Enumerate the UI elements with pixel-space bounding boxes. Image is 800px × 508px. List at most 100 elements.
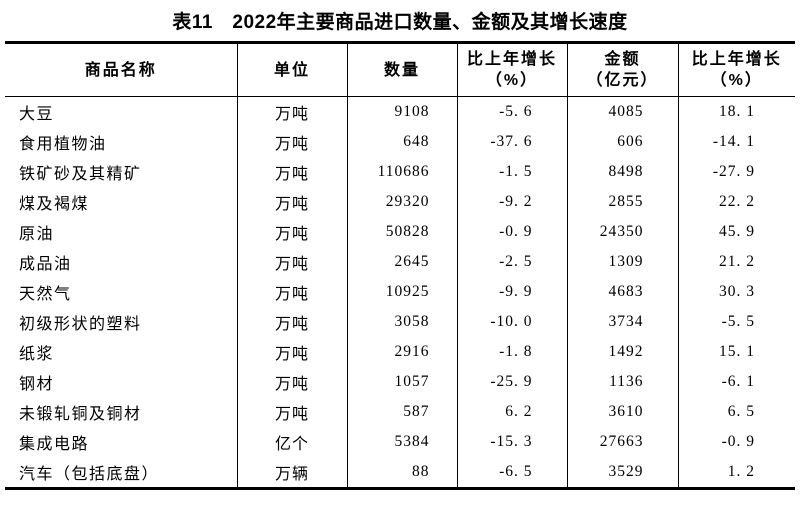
cell-amount-growth: 6. 5 [727, 403, 755, 420]
cell-quantity: 10925 [347, 277, 458, 307]
cell-amount: 27663 [567, 427, 679, 457]
cell-amount: 8498 [567, 157, 679, 187]
cell-unit: 万吨 [237, 277, 348, 307]
table-row: 汽车（包括底盘） 万辆 88 -6. 5 3529 1. 2 [5, 457, 795, 489]
cell-quantity-growth: -1. 5 [457, 157, 568, 187]
cell-quantity-growth: -10. 0 [457, 307, 568, 337]
cell-commodity-name: 纸浆 [5, 337, 238, 367]
cell-quantity: 587 [347, 397, 458, 427]
cell-amount: 3529 [567, 457, 679, 489]
column-header-commodity-name: 商品名称 [5, 42, 238, 97]
page-title: 表11 2022年主要商品进口数量、金额及其增长速度 [172, 12, 628, 33]
cell-amount-growth: 30. 3 [719, 283, 755, 300]
cell-amount: 606 [567, 127, 679, 157]
cell-quantity-growth: -9. 9 [457, 277, 568, 307]
cell-commodity-name: 钢材 [5, 367, 238, 397]
cell-amount-growth: -27. 9 [712, 163, 755, 180]
table-row: 铁矿砂及其精矿 万吨 110686 -1. 5 8498 -27. 9 [5, 157, 795, 187]
table-row: 大豆 万吨 9108 -5. 6 4085 18. 1 [5, 96, 795, 127]
cell-quantity: 2645 [347, 247, 458, 277]
cell-commodity-name: 铁矿砂及其精矿 [5, 157, 238, 187]
cell-quantity-growth: -25. 9 [457, 367, 568, 397]
cell-quantity: 5384 [347, 427, 458, 457]
table-row: 成品油 万吨 2645 -2. 5 1309 21. 2 [5, 247, 795, 277]
cell-unit: 万吨 [237, 397, 348, 427]
column-header-amount: 金额 （亿元） [567, 42, 679, 97]
cell-quantity-growth: -2. 5 [457, 247, 568, 277]
cell-unit: 万吨 [237, 307, 348, 337]
cell-quantity-growth: -0. 9 [457, 217, 568, 247]
cell-commodity-name: 原油 [5, 217, 238, 247]
cell-commodity-name: 集成电路 [5, 427, 238, 457]
cell-commodity-name: 大豆 [5, 96, 238, 127]
cell-quantity-growth: -1. 8 [457, 337, 568, 367]
column-header-sublabel: （%） [485, 72, 539, 89]
cell-commodity-name: 煤及褐煤 [5, 187, 238, 217]
cell-quantity: 29320 [347, 187, 458, 217]
table-row: 钢材 万吨 1057 -25. 9 1136 -6. 1 [5, 367, 795, 397]
cell-quantity-growth: -5. 6 [457, 96, 568, 127]
cell-quantity: 9108 [347, 96, 458, 127]
cell-quantity-growth: -37. 6 [457, 127, 568, 157]
cell-amount-growth: 21. 2 [719, 253, 755, 270]
cell-quantity-growth: -9. 2 [457, 187, 568, 217]
cell-amount-growth: 18. 1 [719, 103, 755, 120]
cell-amount: 4085 [567, 96, 679, 127]
table-row: 煤及褐煤 万吨 29320 -9. 2 2855 22. 2 [5, 187, 795, 217]
cell-unit: 万吨 [237, 187, 348, 217]
cell-quantity: 110686 [347, 157, 458, 187]
cell-amount: 3610 [567, 397, 679, 427]
cell-commodity-name: 初级形状的塑料 [5, 307, 238, 337]
table-row: 集成电路 亿个 5384 -15. 3 27663 -0. 9 [5, 427, 795, 457]
cell-amount-growth: -0. 9 [721, 433, 755, 450]
column-header-sublabel: （%） [710, 72, 763, 89]
cell-amount: 1309 [567, 247, 679, 277]
import-table: 商品名称 单位 数量 比上年增长 （%） 金额 （亿元） [5, 41, 795, 490]
table-row: 初级形状的塑料 万吨 3058 -10. 0 3734 -5. 5 [5, 307, 795, 337]
column-header-unit: 单位 [237, 42, 348, 97]
cell-amount-growth: -5. 5 [721, 313, 755, 330]
cell-unit: 万吨 [237, 337, 348, 367]
cell-quantity-growth: -15. 3 [457, 427, 568, 457]
cell-amount-growth: 22. 2 [719, 193, 755, 210]
cell-commodity-name: 汽车（包括底盘） [5, 457, 238, 489]
cell-amount-growth: -14. 1 [712, 133, 755, 150]
cell-amount: 1492 [567, 337, 679, 367]
cell-amount-growth: 45. 9 [719, 223, 755, 240]
cell-unit: 万辆 [237, 457, 348, 489]
column-header-quantity: 数量 [347, 42, 458, 97]
table-row: 未锻轧铜及铜材 万吨 587 6. 2 3610 6. 5 [5, 397, 795, 427]
table-row: 原油 万吨 50828 -0. 9 24350 45. 9 [5, 217, 795, 247]
cell-unit: 万吨 [237, 217, 348, 247]
cell-unit: 万吨 [237, 247, 348, 277]
header-row: 商品名称 单位 数量 比上年增长 （%） 金额 （亿元） [5, 42, 795, 97]
cell-amount: 3734 [567, 307, 679, 337]
cell-unit: 万吨 [237, 157, 348, 187]
cell-quantity: 88 [347, 457, 458, 489]
column-header-label: 商品名称 [84, 61, 157, 79]
column-header-sublabel: （亿元） [586, 72, 659, 89]
cell-quantity-growth: -6. 5 [457, 457, 568, 489]
cell-unit: 万吨 [237, 96, 348, 127]
column-header-label: 金额 [604, 51, 641, 68]
cell-quantity: 50828 [347, 217, 458, 247]
cell-quantity: 648 [347, 127, 458, 157]
cell-amount-growth: 1. 2 [727, 463, 755, 480]
cell-unit: 亿个 [237, 427, 348, 457]
column-header-quantity-growth: 比上年增长 （%） [457, 42, 568, 97]
cell-quantity: 3058 [347, 307, 458, 337]
cell-amount: 2855 [567, 187, 679, 217]
table-row: 纸浆 万吨 2916 -1. 8 1492 15. 1 [5, 337, 795, 367]
column-header-label: 比上年增长 [466, 51, 557, 68]
cell-amount-growth: -6. 1 [721, 373, 755, 390]
cell-amount-growth: 15. 1 [719, 343, 755, 360]
cell-unit: 万吨 [237, 127, 348, 157]
column-header-label: 单位 [273, 61, 310, 79]
cell-quantity: 1057 [347, 367, 458, 397]
cell-quantity: 2916 [347, 337, 458, 367]
cell-commodity-name: 食用植物油 [5, 127, 238, 157]
cell-amount: 24350 [567, 217, 679, 247]
cell-commodity-name: 成品油 [5, 247, 238, 277]
cell-commodity-name: 天然气 [5, 277, 238, 307]
